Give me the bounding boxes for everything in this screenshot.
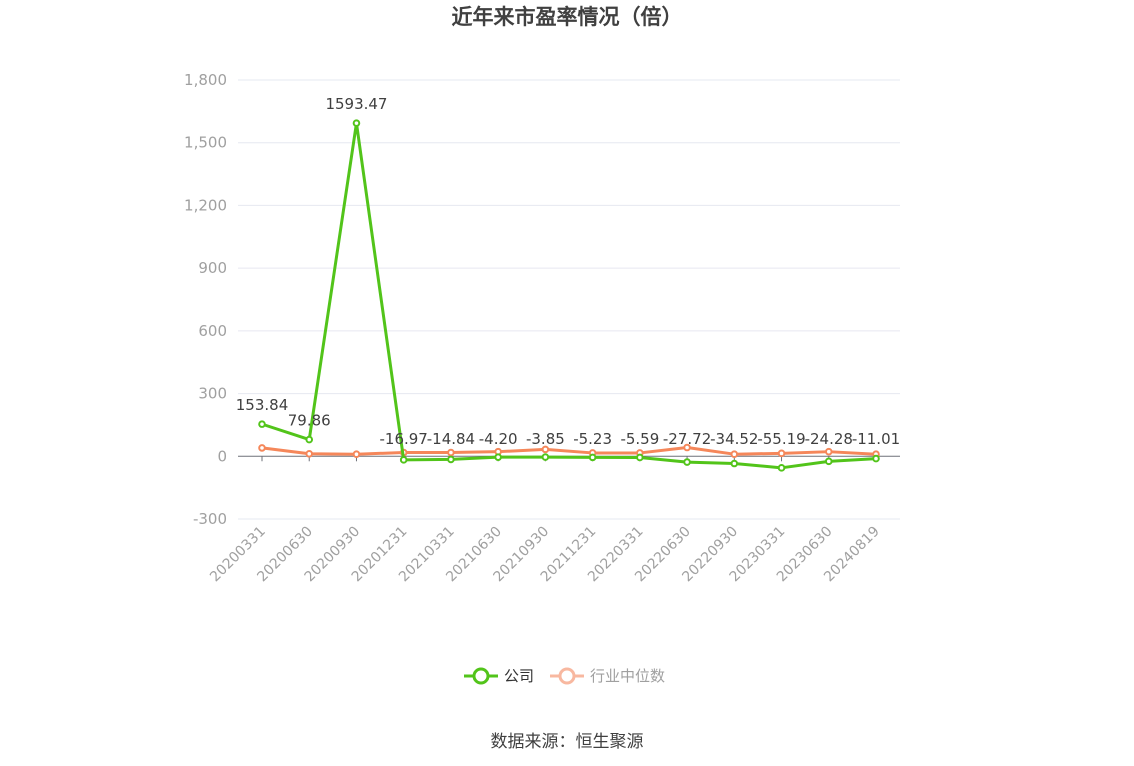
source-note: 数据来源：恒生聚源 [491, 732, 644, 752]
company-data-point [305, 435, 314, 444]
industry-data-point [305, 449, 314, 458]
company-data-point [541, 453, 550, 461]
industry-data-point [447, 448, 455, 457]
industry-data-point [777, 449, 786, 458]
company-data-label: -24.28 [805, 430, 853, 448]
industry-data-point [824, 447, 833, 456]
legend-item-company[interactable]: 公司 [464, 667, 534, 685]
company-data-point [399, 456, 408, 464]
industry-data-point [730, 450, 739, 458]
legend[interactable]: 公司 行业中位数 [464, 667, 665, 685]
legend-industry-marker-icon [558, 667, 576, 685]
company-data-point [872, 454, 880, 463]
company-data-label: -11.01 [852, 430, 900, 448]
industry-series-line [261, 446, 877, 456]
company-data-point [258, 420, 266, 428]
company-data-point [824, 457, 833, 466]
series-lines [258, 119, 880, 472]
company-data-point [683, 458, 691, 466]
company-data-point [494, 453, 502, 461]
y-tick-label: 900 [198, 259, 227, 277]
y-tick-label: 1,500 [184, 134, 227, 152]
industry-data-point [258, 444, 266, 452]
company-data-label: -16.97 [380, 430, 428, 448]
y-tick-label: -300 [193, 510, 227, 528]
y-tick-label: 600 [198, 322, 227, 340]
chart-title: 近年来市盈率情况（倍） [452, 5, 683, 29]
industry-data-point [352, 450, 361, 458]
legend-item-industry[interactable]: 行业中位数 [550, 667, 665, 685]
industry-data-point [541, 445, 550, 454]
company-data-point [777, 464, 786, 472]
company-data-label: 1593.47 [325, 95, 387, 113]
company-data-label: -5.23 [573, 430, 612, 448]
company-series-line [261, 121, 877, 470]
y-tick-label: 1,200 [184, 196, 227, 214]
company-data-label: -4.20 [479, 430, 518, 448]
company-data-point [447, 455, 455, 464]
company-data-label: -55.19 [757, 430, 805, 448]
legend-industry-label: 行业中位数 [590, 667, 665, 685]
company-data-label: -14.84 [427, 430, 475, 448]
legend-company-label: 公司 [504, 667, 534, 685]
company-data-label: -5.59 [620, 430, 659, 448]
grid-lines [238, 79, 900, 520]
company-data-point [730, 459, 739, 468]
company-data-point [588, 453, 597, 462]
y-tick-label: 300 [198, 385, 227, 403]
company-data-label: 153.84 [236, 396, 289, 414]
company-data-point [636, 453, 644, 462]
company-data-label: 79.86 [288, 412, 331, 430]
company-data-point [352, 119, 361, 127]
company-data-label: -27.72 [663, 430, 711, 448]
company-data-label: -34.52 [710, 430, 758, 448]
axes: -30003006009001,2001,5001,80020200331202… [184, 71, 900, 585]
y-tick-label: 1,800 [184, 71, 227, 89]
industry-data-point [683, 443, 691, 452]
y-tick-label: 0 [217, 447, 227, 465]
legend-company-marker-icon [472, 667, 490, 685]
company-data-label: -3.85 [526, 430, 565, 448]
